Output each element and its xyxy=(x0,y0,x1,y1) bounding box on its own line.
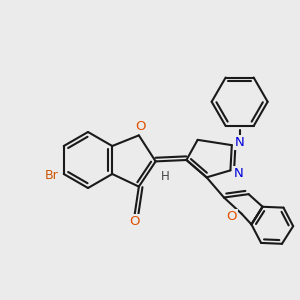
Text: H: H xyxy=(161,170,170,183)
Text: N: N xyxy=(233,167,243,180)
Text: O: O xyxy=(135,120,146,133)
Text: O: O xyxy=(129,215,140,228)
Text: O: O xyxy=(226,210,237,223)
Text: N: N xyxy=(235,136,244,149)
Text: Br: Br xyxy=(44,169,58,182)
